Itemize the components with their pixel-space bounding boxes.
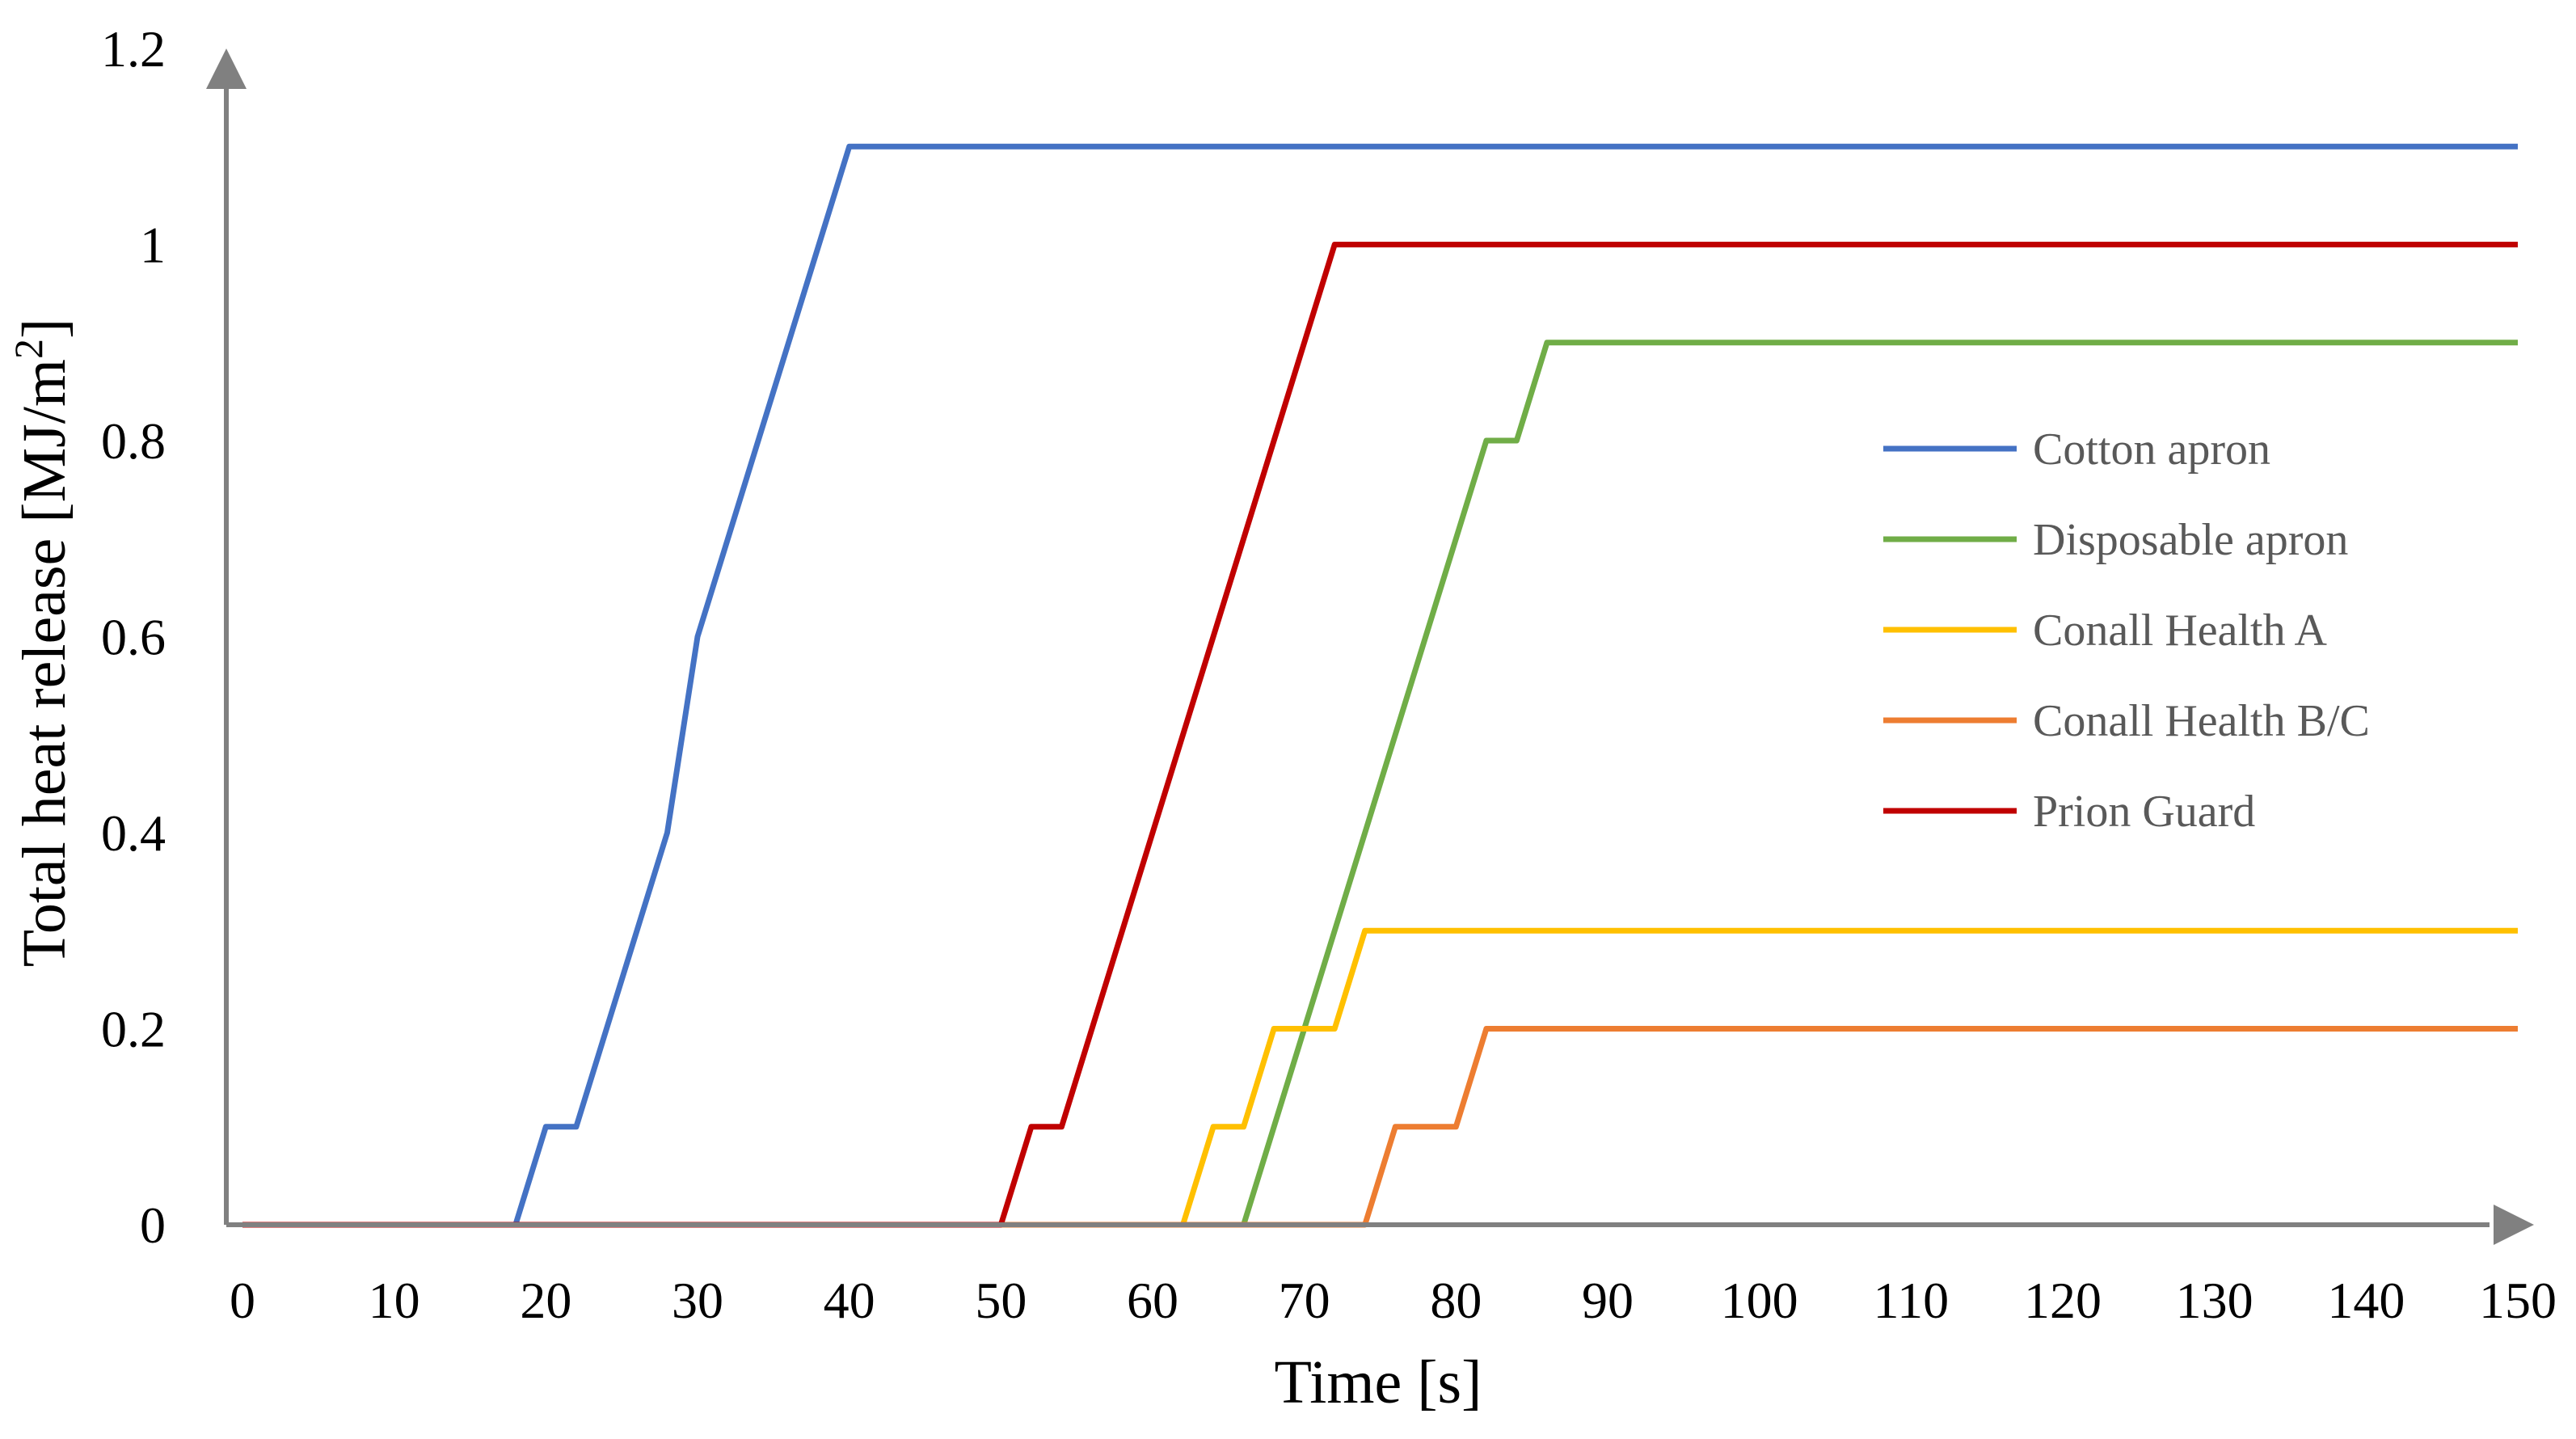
legend-label: Conall Health B/C xyxy=(2033,696,2370,746)
legend: Cotton apron Disposable apron Conall Healt… xyxy=(1883,424,2370,837)
legend-label: Cotton apron xyxy=(2033,424,2270,475)
series-group xyxy=(242,143,2518,1228)
legend-label: Disposable apron xyxy=(2033,515,2348,565)
legend-label: Conall Health A xyxy=(2033,606,2328,656)
x-tick-labels: 0 10 20 30 40 50 60 70 80 90 100 110 120 130 140 150 xyxy=(230,1272,2557,1329)
x-tick-label: 10 xyxy=(369,1272,420,1329)
x-tick-label: 110 xyxy=(1874,1272,1950,1329)
y-tick-label: 0.4 xyxy=(101,804,166,862)
x-tick-label: 60 xyxy=(1127,1272,1178,1329)
x-tick-label: 150 xyxy=(2479,1272,2557,1329)
x-tick-label: 100 xyxy=(1721,1272,1798,1329)
x-axis-title: Time [s] xyxy=(1275,1348,1482,1416)
y-tick-label: 0 xyxy=(140,1196,166,1254)
y-axis-title: Total heat release [MJ/m2] xyxy=(6,319,78,968)
y-tick-label: 0.2 xyxy=(101,1001,166,1058)
x-tick-label: 50 xyxy=(975,1272,1027,1329)
y-axis-title-main: Total heat release [MJ/m xyxy=(11,359,78,967)
y-axis-title-end: ] xyxy=(11,319,78,339)
x-tick-label: 140 xyxy=(2327,1272,2405,1329)
y-axis-title-superscript: 2 xyxy=(6,339,51,359)
y-axis-arrow xyxy=(206,49,247,89)
x-tick-label: 90 xyxy=(1582,1272,1634,1329)
y-tick-label: 0.8 xyxy=(101,412,166,470)
axes xyxy=(206,49,2534,1245)
legend-label: Prion Guard xyxy=(2033,787,2255,837)
x-tick-label: 70 xyxy=(1279,1272,1330,1329)
x-tick-label: 120 xyxy=(2024,1272,2102,1329)
y-tick-label: 0.6 xyxy=(101,609,166,666)
y-tick-label: 1.2 xyxy=(101,20,166,78)
x-axis-arrow xyxy=(2494,1205,2534,1245)
series-line-disposable-apron xyxy=(242,340,2518,1228)
series-line-conall-health-b-c xyxy=(242,1026,2518,1228)
series-line-conall-health-a xyxy=(242,927,2518,1228)
x-tick-label: 0 xyxy=(230,1272,255,1329)
x-tick-label: 40 xyxy=(824,1272,875,1329)
x-tick-label: 80 xyxy=(1430,1272,1482,1329)
x-tick-label: 20 xyxy=(520,1272,571,1329)
x-tick-label: 30 xyxy=(672,1272,723,1329)
y-tick-label: 1 xyxy=(140,217,166,274)
x-tick-label: 130 xyxy=(2176,1272,2253,1329)
series-line-cotton-apron xyxy=(242,143,2518,1228)
y-tick-labels: 0 0.2 0.4 0.6 0.8 1 1.2 xyxy=(101,20,166,1254)
